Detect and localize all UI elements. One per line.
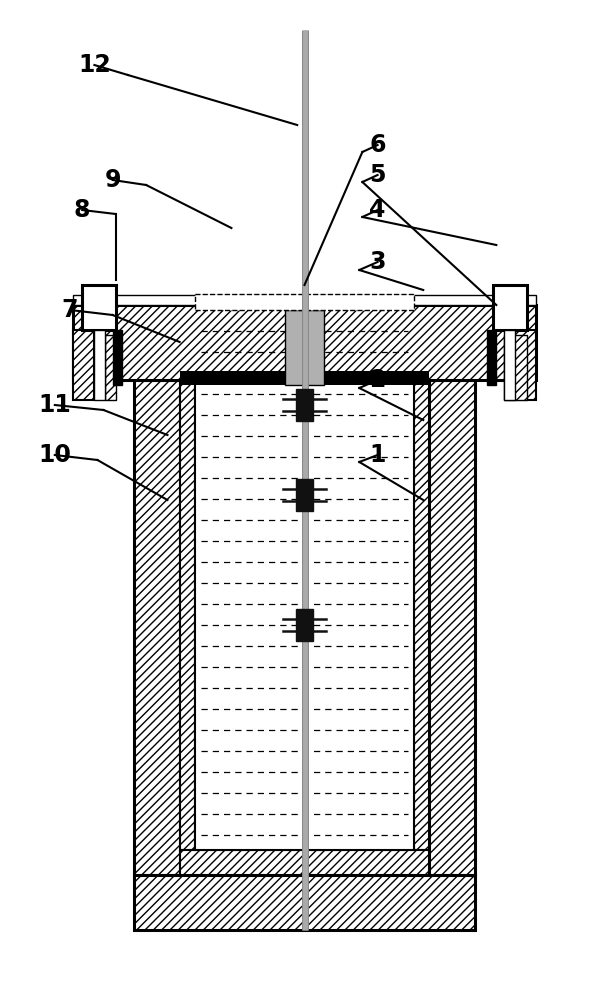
Text: 11: 11	[38, 393, 71, 417]
Text: 1: 1	[370, 443, 385, 467]
Bar	[180, 371, 429, 385]
Bar	[296, 479, 313, 511]
Text: 6: 6	[369, 133, 386, 157]
Bar	[195, 294, 414, 310]
Bar	[414, 305, 429, 850]
Text: 3: 3	[369, 250, 386, 274]
Bar	[195, 305, 414, 850]
Text: 10: 10	[38, 443, 71, 467]
Text: 4: 4	[370, 198, 385, 222]
Bar	[296, 609, 313, 641]
Bar	[134, 380, 180, 875]
Bar	[73, 330, 94, 400]
Bar	[180, 305, 195, 850]
Bar	[82, 285, 116, 330]
Bar	[504, 330, 515, 400]
Bar	[73, 305, 536, 380]
Text: 2: 2	[370, 368, 385, 392]
Bar	[285, 310, 324, 385]
Bar	[94, 330, 105, 400]
Bar	[493, 285, 527, 330]
Bar	[429, 380, 475, 875]
Bar	[504, 335, 527, 400]
Text: 8: 8	[74, 198, 91, 222]
Text: 5: 5	[369, 163, 386, 187]
Text: 12: 12	[78, 53, 111, 77]
Bar	[180, 850, 429, 875]
Text: 9: 9	[104, 168, 121, 192]
Bar	[134, 875, 475, 930]
Bar	[73, 295, 536, 305]
Bar	[515, 330, 536, 400]
Text: 7: 7	[62, 298, 79, 322]
Bar	[487, 330, 496, 385]
Bar	[296, 389, 313, 421]
Bar	[105, 335, 116, 400]
Bar	[113, 330, 122, 385]
